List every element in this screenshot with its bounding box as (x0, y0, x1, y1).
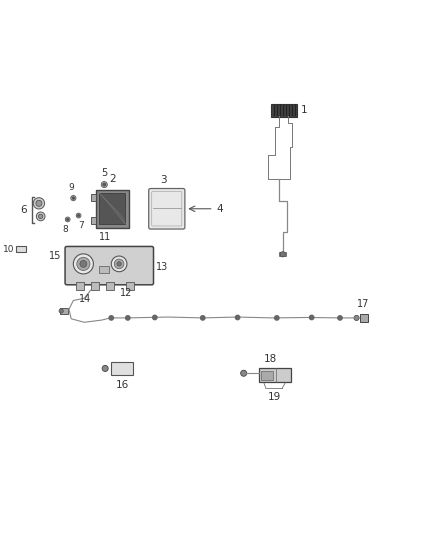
Circle shape (354, 316, 359, 320)
Text: 16: 16 (116, 380, 129, 390)
Text: 14: 14 (79, 294, 92, 304)
Text: 10: 10 (3, 245, 14, 254)
Circle shape (235, 316, 240, 320)
Circle shape (109, 316, 113, 320)
FancyBboxPatch shape (111, 362, 133, 375)
Text: 19: 19 (268, 392, 281, 402)
FancyBboxPatch shape (91, 282, 99, 290)
Text: 18: 18 (264, 354, 277, 364)
FancyBboxPatch shape (106, 282, 114, 290)
Circle shape (77, 257, 90, 270)
FancyBboxPatch shape (99, 266, 109, 272)
Text: 9: 9 (68, 183, 74, 192)
Text: 13: 13 (156, 262, 168, 272)
Text: 3: 3 (160, 175, 167, 184)
Circle shape (103, 183, 106, 186)
Text: 7: 7 (78, 221, 84, 230)
FancyBboxPatch shape (76, 282, 84, 290)
FancyBboxPatch shape (16, 246, 26, 252)
Circle shape (111, 256, 127, 272)
Circle shape (280, 252, 285, 257)
Circle shape (201, 316, 205, 320)
Circle shape (152, 316, 157, 320)
Text: 15: 15 (49, 251, 62, 261)
Circle shape (126, 316, 130, 320)
Circle shape (102, 366, 108, 372)
Text: 11: 11 (99, 232, 111, 241)
Circle shape (39, 214, 43, 219)
Circle shape (101, 182, 107, 188)
Text: 17: 17 (357, 299, 369, 309)
Circle shape (67, 219, 69, 221)
FancyBboxPatch shape (96, 190, 129, 228)
FancyBboxPatch shape (60, 308, 68, 313)
FancyBboxPatch shape (279, 252, 286, 256)
Circle shape (117, 262, 121, 266)
Circle shape (65, 217, 70, 222)
Circle shape (59, 309, 64, 313)
FancyBboxPatch shape (149, 189, 185, 229)
FancyBboxPatch shape (126, 282, 134, 290)
Circle shape (80, 261, 87, 268)
Text: 8: 8 (63, 225, 68, 234)
FancyBboxPatch shape (360, 313, 368, 322)
Circle shape (338, 316, 342, 320)
FancyBboxPatch shape (65, 246, 153, 285)
Circle shape (78, 215, 80, 216)
Circle shape (33, 198, 45, 209)
Text: 12: 12 (120, 288, 132, 298)
Circle shape (72, 197, 74, 199)
Text: 2: 2 (109, 174, 116, 184)
Text: 1: 1 (301, 105, 308, 115)
Circle shape (71, 196, 76, 201)
Circle shape (310, 316, 314, 320)
Text: 5: 5 (101, 168, 107, 179)
Circle shape (36, 200, 42, 206)
FancyBboxPatch shape (261, 371, 273, 380)
Text: 6: 6 (20, 205, 27, 215)
Circle shape (240, 370, 247, 376)
FancyBboxPatch shape (91, 194, 96, 201)
Circle shape (76, 213, 81, 218)
Text: 4: 4 (217, 204, 223, 214)
FancyBboxPatch shape (271, 103, 297, 117)
FancyBboxPatch shape (99, 193, 125, 224)
FancyBboxPatch shape (91, 217, 96, 224)
Circle shape (73, 254, 93, 274)
Circle shape (36, 212, 45, 221)
Circle shape (275, 316, 279, 320)
Circle shape (114, 259, 124, 269)
FancyBboxPatch shape (259, 368, 291, 382)
